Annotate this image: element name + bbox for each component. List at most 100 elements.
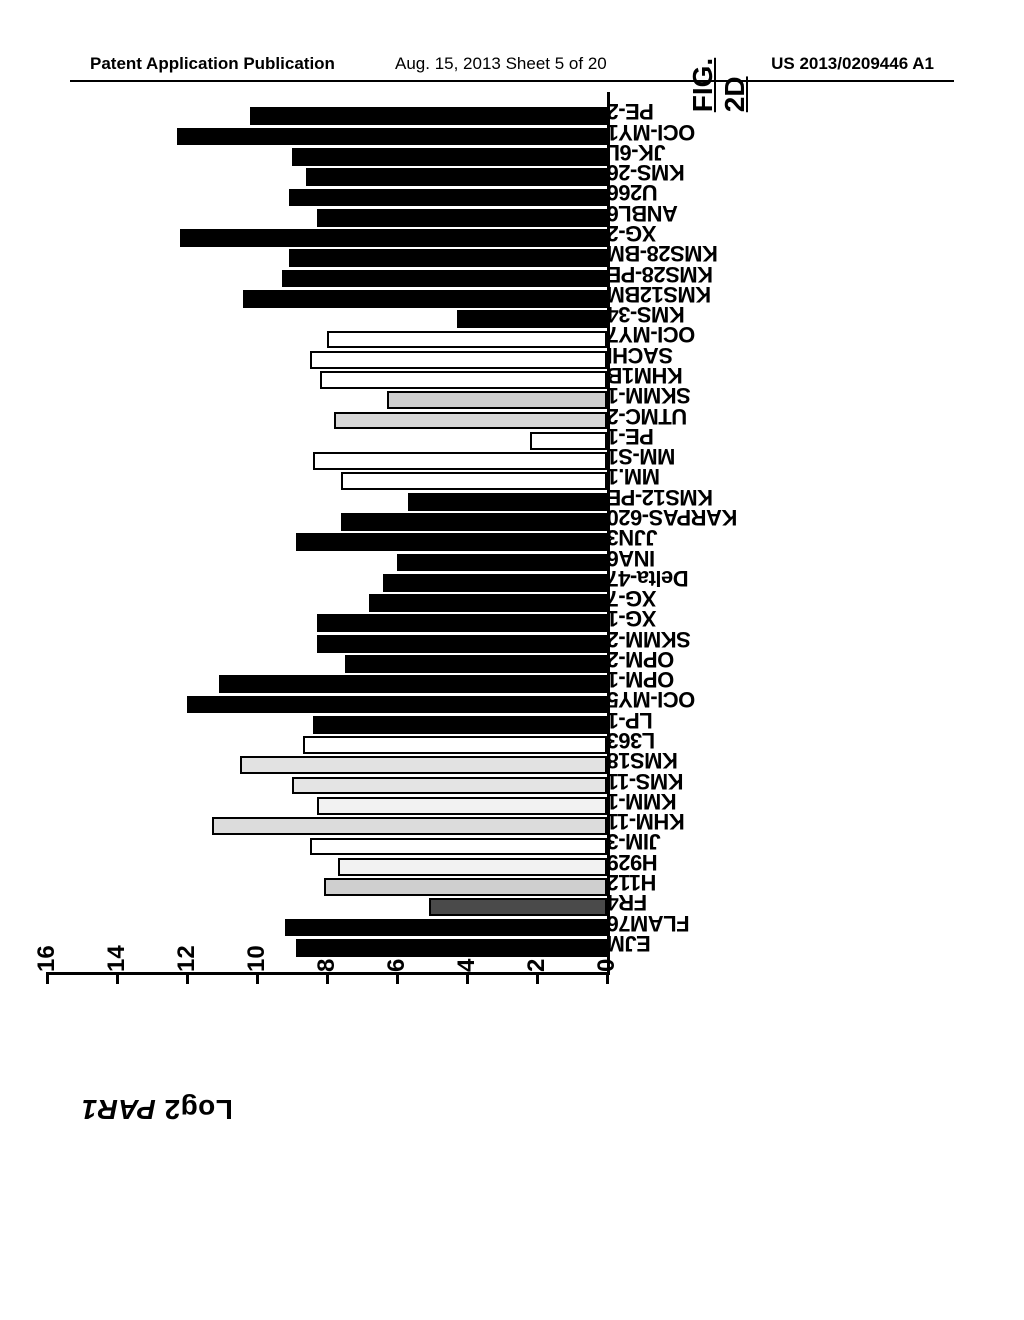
bar-column: JIM-3 [310, 836, 608, 856]
bar-column: MM.1 [341, 471, 607, 491]
y-tick [466, 972, 469, 984]
bar-column: H112 [324, 877, 608, 897]
bar-column: L363 [303, 735, 608, 755]
bar-column: KMS12-PE [408, 492, 608, 512]
bar-column: KHM-11 [212, 816, 608, 836]
bar-column: KMS-11 [292, 775, 607, 795]
bar [387, 391, 608, 409]
bar [219, 675, 608, 693]
bar [317, 797, 608, 815]
figure-label: FIG. 2D [687, 58, 751, 112]
bar-column: PE-2 [250, 106, 607, 126]
bar [296, 533, 608, 551]
page: Patent Application Publication Aug. 15, … [0, 0, 1024, 1320]
bar-column: JJN3 [296, 532, 608, 552]
bar [289, 249, 608, 267]
bar [313, 716, 607, 734]
bar-column: OCI-MY5 [187, 694, 607, 714]
bar-column: UTMC-2 [334, 410, 607, 430]
bar [383, 574, 607, 592]
bar-column: FR4 [429, 897, 608, 917]
bar [345, 655, 608, 673]
bar-column: H929 [338, 857, 608, 877]
bar [306, 168, 607, 186]
bar [313, 452, 607, 470]
plot-area: EJMFLAM76FR4H112H929JIM-3KHM-11KMM-1KMS-… [47, 92, 610, 975]
bar-column: OPM-2 [345, 654, 608, 674]
bar [180, 229, 607, 247]
bar [187, 696, 607, 714]
bars-container: EJMFLAM76FR4H112H929JIM-3KHM-11KMM-1KMS-… [47, 92, 607, 972]
y-tick [186, 972, 189, 984]
bar [282, 270, 608, 288]
bar-column: JK-6L [292, 147, 607, 167]
bar-column: SACHI [310, 350, 608, 370]
bar [240, 756, 608, 774]
y-tick [606, 972, 609, 984]
bar [250, 107, 607, 125]
bar [289, 189, 608, 207]
bar [243, 290, 607, 308]
bar [296, 939, 608, 957]
bar [310, 351, 608, 369]
bar [324, 878, 608, 896]
bar-column: KHM1B [320, 370, 607, 390]
bar-column: KMS28-BM [289, 248, 608, 268]
y-tick [46, 972, 49, 984]
bar-column: OCI-MY7 [327, 329, 607, 349]
bar [177, 128, 608, 146]
bar-chart: Log2 PAR1 EJMFLAM76FR4H112H929JIM-3KHM-1… [0, 55, 797, 1085]
bar-column: XG-7 [369, 593, 607, 613]
bar [310, 838, 608, 856]
bar [369, 594, 607, 612]
bar [338, 858, 608, 876]
bar [530, 432, 607, 450]
bar-column: OPM-1 [219, 674, 608, 694]
bar [292, 148, 607, 166]
y-axis-title-gene: PAR1 [81, 1094, 156, 1125]
bar [292, 777, 607, 795]
bar-column: KARPAS-620 [341, 512, 607, 532]
bar [320, 371, 607, 389]
bar [212, 817, 608, 835]
bar [285, 919, 607, 937]
bar-column: LP-1 [313, 715, 607, 735]
x-category-label: PE-2 [607, 98, 654, 134]
bar-column: KMM-1 [317, 796, 608, 816]
bar-column: KMS12BM [243, 289, 607, 309]
bar-column: INA6 [397, 552, 607, 572]
bar [429, 898, 608, 916]
y-tick [256, 972, 259, 984]
bar-column: Delta-47 [383, 573, 607, 593]
bar-column: OCI-MY1 [177, 126, 608, 146]
bar [408, 493, 608, 511]
bar-column: ANBL6 [317, 208, 608, 228]
bar [397, 554, 607, 572]
bar [457, 310, 608, 328]
bar [317, 635, 608, 653]
bar-column: PE-1 [530, 431, 607, 451]
bar-column: EJM [296, 938, 608, 958]
rotated-chart-wrapper: Log2 PAR1 EJMFLAM76FR4H112H929JIM-3KHM-1… [112, 170, 912, 1200]
bar-column: KMS-26 [306, 167, 607, 187]
bar-column: MM-S1 [313, 451, 607, 471]
y-tick [536, 972, 539, 984]
bar [303, 736, 608, 754]
bar-column: KMS-34 [457, 309, 608, 329]
bar [327, 331, 607, 349]
bar [317, 209, 608, 227]
bar-column: U266 [289, 187, 608, 207]
y-axis-title-prefix: Log2 [156, 1094, 233, 1125]
bar [317, 614, 608, 632]
bar-column: SKMM-2 [317, 634, 608, 654]
bar [341, 473, 607, 491]
bar-column: FLAM76 [285, 917, 607, 937]
bar-column: KMS18 [240, 755, 608, 775]
bar-column: XG-2 [180, 228, 607, 248]
bar [341, 513, 607, 531]
bar [334, 412, 607, 430]
bar-column: SKMM-1 [387, 390, 608, 410]
y-axis-title: Log2 PAR1 [57, 1093, 257, 1125]
y-tick [116, 972, 119, 984]
y-tick [396, 972, 399, 984]
